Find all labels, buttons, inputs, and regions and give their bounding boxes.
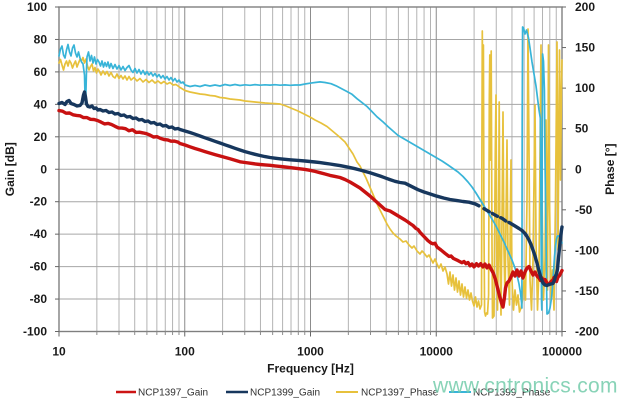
svg-text:www.cntronics.com: www.cntronics.com — [432, 375, 618, 398]
svg-text:-20: -20 — [30, 195, 48, 209]
svg-text:0: 0 — [40, 162, 47, 176]
svg-text:0: 0 — [575, 162, 582, 176]
svg-text:200: 200 — [575, 0, 595, 14]
svg-text:NCP1397_Gain: NCP1397_Gain — [138, 388, 208, 399]
svg-text:10000: 10000 — [420, 345, 454, 359]
svg-text:Gain [dB]: Gain [dB] — [3, 142, 17, 196]
svg-text:80: 80 — [34, 32, 48, 46]
svg-text:Phase [°]: Phase [°] — [603, 143, 617, 194]
svg-text:-150: -150 — [575, 284, 599, 298]
svg-text:100000: 100000 — [542, 345, 582, 359]
svg-text:-80: -80 — [30, 292, 48, 306]
svg-text:150: 150 — [575, 41, 595, 55]
svg-text:100: 100 — [575, 81, 595, 95]
svg-text:-50: -50 — [575, 203, 593, 217]
svg-text:50: 50 — [575, 122, 589, 136]
svg-text:-40: -40 — [30, 227, 48, 241]
svg-text:NCP1399_Phase: NCP1399_Phase — [473, 388, 551, 399]
svg-text:10: 10 — [52, 345, 66, 359]
svg-text:60: 60 — [34, 65, 48, 79]
svg-text:100: 100 — [27, 0, 47, 14]
svg-text:NCP1397_Phase: NCP1397_Phase — [361, 388, 439, 399]
svg-text:-100: -100 — [575, 243, 599, 257]
svg-text:-100: -100 — [23, 325, 47, 339]
svg-text:-60: -60 — [30, 260, 48, 274]
svg-text:20: 20 — [34, 130, 48, 144]
svg-text:NCP1399_Gain: NCP1399_Gain — [250, 388, 320, 399]
svg-text:100: 100 — [175, 345, 195, 359]
svg-text:-200: -200 — [575, 325, 599, 339]
svg-text:Frequency [Hz]: Frequency [Hz] — [267, 362, 354, 376]
svg-text:40: 40 — [34, 97, 48, 111]
svg-text:1000: 1000 — [297, 345, 324, 359]
